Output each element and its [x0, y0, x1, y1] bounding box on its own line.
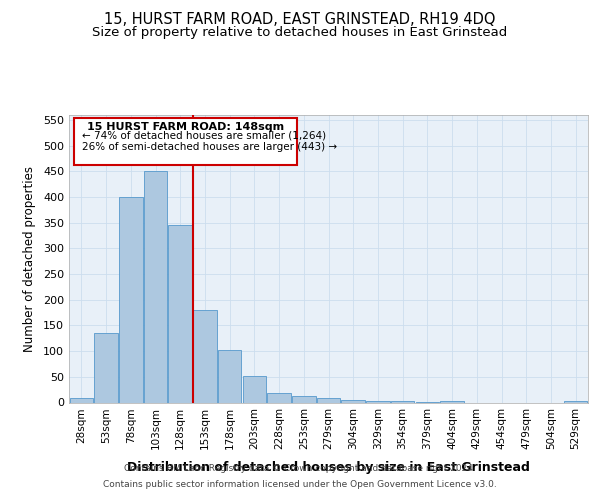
Text: Size of property relative to detached houses in East Grinstead: Size of property relative to detached ho…	[92, 26, 508, 39]
Bar	[292, 396, 316, 402]
Bar	[564, 401, 587, 402]
Bar	[218, 350, 241, 403]
Text: ← 74% of detached houses are smaller (1,264): ← 74% of detached houses are smaller (1,…	[82, 131, 326, 141]
Text: 26% of semi-detached houses are larger (443) →: 26% of semi-detached houses are larger (…	[82, 142, 337, 152]
Bar	[341, 400, 365, 402]
Text: Contains HM Land Registry data © Crown copyright and database right 2024.: Contains HM Land Registry data © Crown c…	[124, 464, 476, 473]
Bar	[242, 376, 266, 402]
FancyBboxPatch shape	[74, 118, 298, 166]
Bar	[268, 394, 291, 402]
Text: Contains public sector information licensed under the Open Government Licence v3: Contains public sector information licen…	[103, 480, 497, 489]
Text: 15, HURST FARM ROAD, EAST GRINSTEAD, RH19 4DQ: 15, HURST FARM ROAD, EAST GRINSTEAD, RH1…	[104, 12, 496, 28]
Bar	[119, 197, 143, 402]
Bar	[366, 401, 389, 402]
Bar	[317, 398, 340, 402]
Y-axis label: Number of detached properties: Number of detached properties	[23, 166, 36, 352]
Bar	[193, 310, 217, 402]
Bar	[94, 333, 118, 402]
Bar	[144, 172, 167, 402]
X-axis label: Distribution of detached houses by size in East Grinstead: Distribution of detached houses by size …	[127, 460, 530, 473]
Bar	[70, 398, 93, 402]
Bar	[169, 226, 192, 402]
Text: 15 HURST FARM ROAD: 148sqm: 15 HURST FARM ROAD: 148sqm	[87, 122, 284, 132]
